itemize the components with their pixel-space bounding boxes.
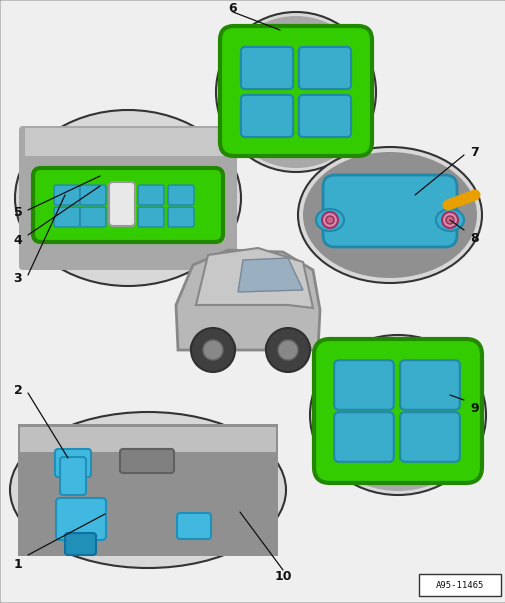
Polygon shape — [237, 258, 302, 292]
FancyBboxPatch shape — [54, 207, 80, 227]
FancyBboxPatch shape — [80, 185, 106, 205]
FancyBboxPatch shape — [168, 185, 193, 205]
Circle shape — [266, 328, 310, 372]
Polygon shape — [176, 250, 319, 350]
Text: 1: 1 — [14, 558, 22, 572]
FancyBboxPatch shape — [314, 339, 481, 483]
Polygon shape — [18, 424, 277, 556]
Ellipse shape — [435, 209, 463, 231]
FancyBboxPatch shape — [298, 47, 350, 89]
FancyBboxPatch shape — [25, 128, 231, 156]
FancyBboxPatch shape — [418, 574, 500, 596]
Circle shape — [277, 340, 297, 360]
Ellipse shape — [302, 152, 476, 278]
FancyBboxPatch shape — [20, 427, 275, 452]
FancyBboxPatch shape — [109, 182, 135, 226]
FancyBboxPatch shape — [80, 207, 106, 227]
Ellipse shape — [297, 147, 481, 283]
Text: 7: 7 — [470, 145, 478, 159]
Circle shape — [216, 12, 375, 172]
FancyBboxPatch shape — [399, 412, 459, 462]
Circle shape — [445, 216, 453, 224]
Polygon shape — [195, 248, 313, 308]
Circle shape — [325, 216, 333, 224]
Ellipse shape — [316, 209, 343, 231]
Circle shape — [203, 340, 223, 360]
FancyBboxPatch shape — [56, 498, 106, 540]
Ellipse shape — [265, 334, 310, 362]
Text: 2: 2 — [14, 384, 22, 397]
Ellipse shape — [190, 334, 235, 362]
Text: 6: 6 — [228, 2, 237, 16]
FancyBboxPatch shape — [54, 185, 80, 205]
FancyBboxPatch shape — [168, 207, 193, 227]
FancyBboxPatch shape — [60, 457, 86, 495]
Ellipse shape — [314, 339, 481, 491]
FancyBboxPatch shape — [19, 126, 236, 270]
Text: 10: 10 — [274, 570, 291, 584]
FancyBboxPatch shape — [138, 207, 164, 227]
Text: 4: 4 — [14, 235, 22, 247]
FancyBboxPatch shape — [120, 449, 174, 473]
FancyBboxPatch shape — [138, 185, 164, 205]
Text: A95-11465: A95-11465 — [435, 581, 483, 590]
Ellipse shape — [10, 412, 285, 568]
FancyBboxPatch shape — [333, 360, 393, 410]
FancyBboxPatch shape — [220, 26, 371, 156]
Ellipse shape — [15, 110, 240, 286]
FancyBboxPatch shape — [240, 47, 292, 89]
Ellipse shape — [310, 335, 485, 495]
Text: 8: 8 — [470, 232, 478, 244]
Circle shape — [321, 212, 337, 228]
FancyBboxPatch shape — [240, 95, 292, 137]
FancyBboxPatch shape — [177, 513, 211, 539]
Circle shape — [220, 16, 371, 168]
FancyBboxPatch shape — [298, 95, 350, 137]
FancyBboxPatch shape — [333, 412, 393, 462]
FancyBboxPatch shape — [399, 360, 459, 410]
Text: 3: 3 — [14, 271, 22, 285]
FancyBboxPatch shape — [322, 175, 456, 247]
Text: 5: 5 — [14, 206, 22, 218]
Circle shape — [441, 212, 457, 228]
FancyBboxPatch shape — [33, 168, 223, 242]
Circle shape — [190, 328, 234, 372]
FancyBboxPatch shape — [55, 449, 91, 477]
FancyBboxPatch shape — [65, 533, 96, 555]
Text: 9: 9 — [470, 402, 478, 414]
